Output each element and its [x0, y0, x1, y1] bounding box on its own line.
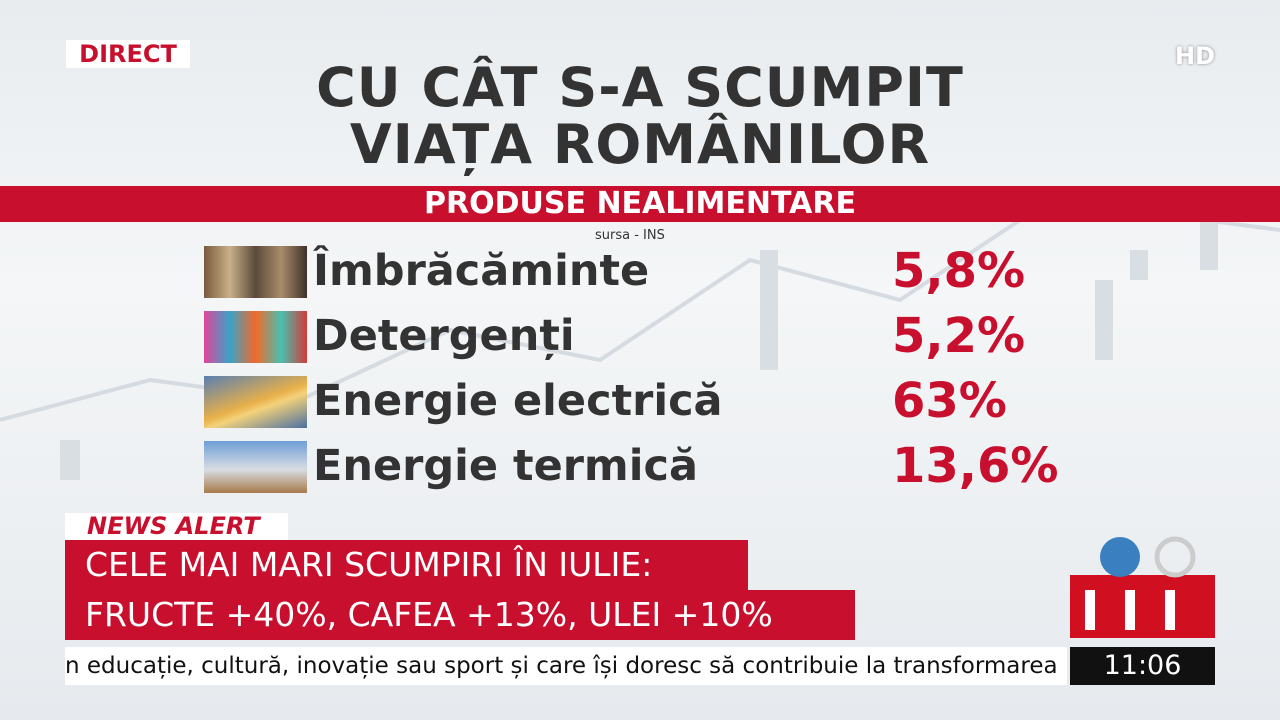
section-title: PRODUSE NEALIMENTARE: [0, 186, 1280, 222]
heating-image: [204, 441, 307, 493]
row-label: Îmbrăcăminte: [313, 246, 650, 296]
source-note: sursa - INS: [595, 228, 665, 243]
live-badge: DIRECT: [66, 40, 190, 68]
news-alert-line: FRUCTE +40%, CAFEA +13%, ULEI +10%: [65, 590, 855, 640]
title-line: VIAȚA ROMÂNILOR: [349, 113, 931, 176]
news-alert-label: NEWS ALERT: [65, 513, 288, 540]
title-line: CU CÂT S-A SCUMPIT: [316, 56, 964, 119]
row-value: 5,2%: [892, 308, 1026, 364]
ticker-text: n educație, cultură, inovație sau sport …: [65, 647, 1067, 685]
news-alert-line: CELE MAI MARI SCUMPIRI ÎN IULIE:: [65, 540, 748, 590]
row-label: Detergenți: [313, 311, 575, 361]
clock: 11:06: [1070, 647, 1215, 685]
detergent-image: [204, 311, 307, 363]
clothes-image: [204, 246, 307, 298]
row-value: 63%: [892, 373, 1007, 429]
hd-badge: HD: [1175, 42, 1216, 70]
row-label: Energie termică: [313, 441, 698, 491]
row-label: Energie electrică: [313, 376, 723, 426]
electricity-image: [204, 376, 307, 428]
row-value: 13,6%: [892, 438, 1059, 494]
row-value: 5,8%: [892, 243, 1026, 299]
channel-logo: [1070, 536, 1215, 638]
